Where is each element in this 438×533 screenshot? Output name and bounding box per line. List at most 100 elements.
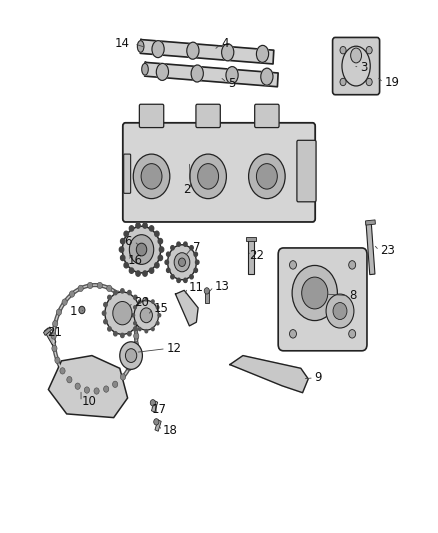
Circle shape (152, 300, 154, 303)
FancyBboxPatch shape (124, 154, 131, 193)
Text: 19: 19 (385, 76, 399, 89)
Circle shape (134, 301, 159, 330)
Text: 4: 4 (221, 37, 229, 50)
Ellipse shape (152, 41, 164, 58)
Circle shape (79, 306, 85, 314)
Ellipse shape (256, 45, 268, 62)
Text: 21: 21 (47, 326, 62, 340)
Circle shape (198, 164, 219, 189)
Circle shape (366, 46, 372, 54)
Circle shape (129, 226, 134, 231)
Circle shape (88, 282, 93, 289)
Ellipse shape (226, 67, 238, 84)
Circle shape (132, 320, 138, 327)
Circle shape (97, 282, 102, 289)
Polygon shape (43, 327, 52, 335)
Circle shape (134, 341, 138, 348)
Circle shape (195, 260, 199, 264)
Text: 9: 9 (315, 372, 322, 384)
Circle shape (113, 332, 117, 336)
Circle shape (158, 255, 162, 261)
FancyBboxPatch shape (278, 248, 367, 351)
Circle shape (165, 260, 169, 264)
Text: 13: 13 (215, 280, 230, 293)
Circle shape (134, 321, 136, 325)
Circle shape (113, 290, 117, 295)
Circle shape (302, 277, 328, 309)
Circle shape (57, 309, 61, 316)
Circle shape (108, 327, 111, 331)
Circle shape (143, 271, 147, 276)
Circle shape (108, 295, 111, 300)
FancyBboxPatch shape (123, 123, 315, 222)
Circle shape (366, 78, 372, 86)
Text: 20: 20 (134, 296, 149, 309)
Circle shape (155, 263, 159, 268)
Ellipse shape (222, 44, 234, 61)
Circle shape (190, 154, 226, 199)
Text: 12: 12 (167, 342, 182, 355)
Circle shape (120, 255, 125, 261)
Circle shape (143, 223, 147, 228)
Circle shape (104, 303, 107, 307)
Circle shape (134, 295, 137, 300)
Text: 5: 5 (228, 77, 235, 90)
Circle shape (179, 258, 185, 266)
Circle shape (158, 314, 161, 317)
Circle shape (159, 247, 164, 252)
Polygon shape (248, 240, 254, 274)
Circle shape (78, 285, 83, 292)
Circle shape (105, 292, 140, 334)
Circle shape (128, 309, 134, 316)
Circle shape (102, 311, 106, 316)
Circle shape (139, 311, 142, 316)
Polygon shape (366, 221, 375, 274)
Circle shape (84, 387, 89, 393)
Circle shape (94, 388, 99, 394)
Circle shape (119, 247, 124, 252)
Text: 8: 8 (350, 289, 357, 302)
Circle shape (158, 239, 162, 244)
Circle shape (106, 285, 112, 292)
Circle shape (326, 294, 354, 328)
Text: 22: 22 (250, 249, 265, 262)
FancyBboxPatch shape (196, 104, 220, 127)
Polygon shape (140, 39, 274, 64)
Text: 7: 7 (193, 241, 201, 254)
Circle shape (127, 332, 131, 336)
Text: 3: 3 (360, 61, 368, 74)
Text: 1: 1 (70, 305, 78, 318)
Circle shape (155, 231, 159, 237)
Circle shape (120, 333, 124, 337)
Circle shape (113, 302, 132, 325)
Circle shape (55, 357, 60, 364)
Circle shape (69, 291, 74, 297)
Circle shape (134, 333, 139, 339)
Polygon shape (44, 328, 56, 345)
Circle shape (129, 268, 134, 273)
Polygon shape (48, 356, 127, 418)
Circle shape (136, 271, 140, 276)
Text: 14: 14 (115, 37, 130, 50)
Ellipse shape (187, 42, 199, 59)
FancyBboxPatch shape (332, 37, 380, 95)
Circle shape (127, 290, 131, 295)
FancyBboxPatch shape (297, 140, 316, 202)
Ellipse shape (156, 63, 169, 80)
Circle shape (131, 353, 136, 360)
Circle shape (132, 314, 134, 317)
Circle shape (174, 253, 190, 272)
Circle shape (145, 298, 148, 301)
Circle shape (145, 329, 148, 333)
Text: 11: 11 (188, 281, 204, 294)
Ellipse shape (261, 68, 273, 85)
Text: 16: 16 (127, 254, 143, 266)
Ellipse shape (142, 63, 148, 75)
Circle shape (166, 268, 170, 272)
Circle shape (184, 242, 187, 246)
Text: 17: 17 (152, 403, 166, 416)
Ellipse shape (138, 41, 144, 52)
Circle shape (190, 246, 193, 250)
Text: 23: 23 (380, 244, 395, 257)
Circle shape (177, 242, 180, 246)
